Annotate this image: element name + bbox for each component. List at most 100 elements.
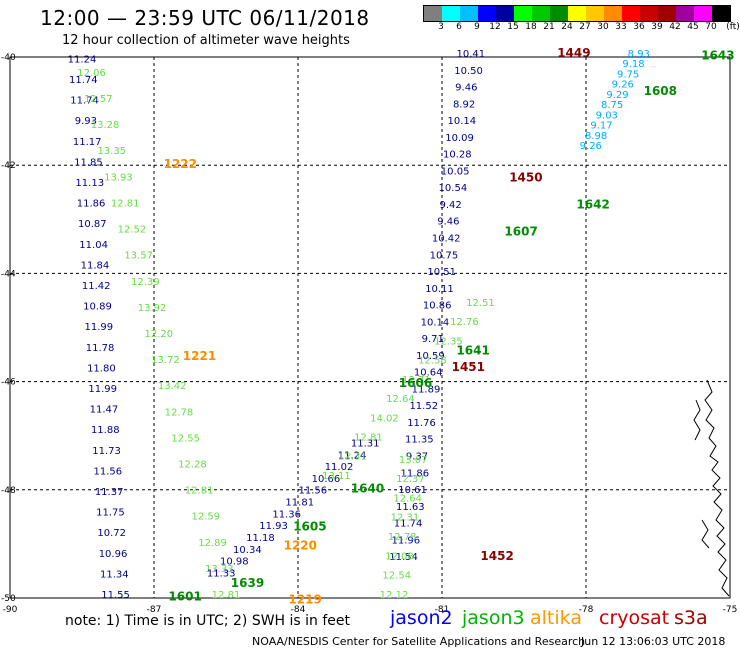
legend-s3a: s3a (674, 607, 708, 629)
wave-height-label: 14.02 (370, 413, 399, 424)
wave-height-label: 11.13 (75, 178, 104, 189)
wave-height-label: 11.24 (338, 450, 367, 461)
wave-height-label: 8.75 (601, 100, 623, 111)
pass-time-label: 1450 (509, 170, 542, 184)
colorbar-tick: 39 (651, 22, 663, 32)
lat-tick-label: -44 (1, 269, 16, 279)
wave-height-label: 11.34 (100, 569, 129, 580)
wave-height-label: 11.54 (389, 552, 418, 563)
wave-height-label: 11.99 (88, 384, 117, 395)
pass-time-labels: 1222 1221 1220 1219 1639 1605 1640 1606 1641 1607… (164, 46, 735, 606)
wave-height-label: 9.71 (422, 334, 444, 345)
wave-height-label: 12.89 (198, 538, 227, 549)
wave-height-label: 9.26 (612, 80, 634, 91)
wave-height-label: 11.78 (86, 343, 115, 354)
colorbar-tick: 36 (633, 22, 645, 32)
footer-timestamp: Jun 12 13:06:03 UTC 2018 (581, 635, 726, 648)
wave-height-label: 12.54 (382, 571, 411, 582)
pass-time-label: 1451 (452, 360, 485, 374)
wave-height-label: 10.28 (443, 150, 472, 161)
wave-height-label: 9.46 (455, 83, 477, 94)
wave-height-label: 12.39 (131, 277, 160, 288)
colorbar-cell (532, 6, 550, 21)
colorbar-cell (568, 6, 586, 21)
wave-height-label: 11.33 (207, 568, 236, 579)
wave-height-label: 12.59 (192, 512, 221, 523)
colorbar-cell (424, 6, 442, 21)
lon-tick-label: -87 (147, 605, 162, 615)
colorbar-tick: 18 (525, 22, 537, 32)
wave-height-label: 12.81 (111, 198, 140, 209)
wave-height-label: 8.93 (628, 49, 650, 60)
wave-height-label: 9.29 (606, 90, 628, 101)
page-subtitle: 12 hour collection of altimeter wave hei… (62, 33, 350, 48)
colorbar-tick: 33 (615, 22, 627, 32)
wave-height-label: 11.37 (95, 487, 124, 498)
wave-height-label: 10.14 (421, 317, 450, 328)
wave-height-label: 11.02 (325, 462, 354, 473)
wave-height-label: 12.52 (118, 225, 147, 236)
wave-height-label: 12.71 (402, 375, 431, 386)
wave-height-label: 12.08 (385, 551, 414, 562)
map-grid (10, 57, 730, 598)
colorbar-tick: 30 (597, 22, 609, 32)
wave-height-label: 12.06 (77, 68, 106, 79)
wave-height-label: 12.58 (418, 356, 447, 367)
legend-note: note: 1) Time is in UTC; 2) SWH is in fe… (65, 613, 351, 629)
wave-height-label: 12.31 (391, 513, 420, 524)
wave-height-label: 12.64 (386, 394, 415, 405)
wave-height-label: 11.76 (407, 418, 436, 429)
lat-tick-label: -48 (1, 486, 16, 496)
wave-height-label: 12.37 (396, 474, 425, 485)
colorbar-tick: 70 (705, 22, 717, 32)
colorbar-cell (514, 6, 532, 21)
colorbar-cell (442, 6, 460, 21)
axis-labels: -87 -84 -81 -78 -75 -90 -40 -42 -44 -46 -48 -50 (1, 53, 737, 615)
wave-height-label: 13.11 (322, 471, 351, 482)
pass-time-label: 1639 (231, 576, 264, 590)
wave-height-label: 11.86 (77, 199, 106, 210)
wave-height-label: 8.92 (453, 99, 475, 110)
wave-height-label: 10.09 (445, 133, 474, 144)
wave-height-label: 10.05 (441, 166, 470, 177)
wave-height-label: 10.66 (312, 474, 341, 485)
wave-height-label: 11.24 (68, 54, 97, 65)
wave-height-label: 11.93 (259, 521, 288, 532)
colorbar-tick: 6 (456, 22, 462, 32)
colorbar-cell (550, 6, 568, 21)
pass-time-label: 1607 (504, 225, 537, 239)
wave-height-label: 12.81 (185, 486, 214, 497)
colorbar-cell (676, 6, 694, 21)
colorbar-tick: 12 (489, 22, 501, 32)
wave-height-label: 13.33 (205, 564, 234, 575)
wave-height-label: 11.74 (70, 96, 99, 107)
wave-height-label: 9.42 (440, 200, 462, 211)
wave-height-label: 10.72 (97, 528, 126, 539)
altimeter-tracks: 11.2411.7411.749.9311.1711.8511.1311.861… (68, 49, 650, 601)
wave-height-label: 11.31 (351, 439, 380, 450)
pass-time-label: 1452 (480, 549, 513, 563)
wave-height-label: 12.81 (354, 433, 383, 444)
colorbar-tick: 24 (561, 22, 573, 32)
lat-tick-label: -42 (1, 161, 16, 171)
wave-height-label: 9.75 (617, 69, 639, 80)
wave-height-label: 11.17 (73, 137, 102, 148)
colorbar-tick: 42 (669, 22, 681, 32)
footer-credit: NOAA/NESDIS Center for Satellite Applica… (252, 635, 586, 648)
wave-height-label: 13.42 (158, 381, 187, 392)
wave-height-label: 13.57 (124, 251, 153, 262)
wave-height-label: 10.11 (425, 284, 454, 295)
colorbar-cell (694, 6, 712, 21)
colorbar-cell (712, 6, 730, 21)
wave-height-label: 10.75 (430, 250, 459, 261)
wave-height-label: 11.89 (412, 384, 441, 395)
wave-height-label: 12.28 (178, 459, 207, 470)
colorbar-cell (658, 6, 676, 21)
colorbar-cell (622, 6, 640, 21)
wave-height-label: 10.64 (414, 368, 443, 379)
wave-height-label: 11.81 (285, 498, 314, 509)
lon-tick-label: -78 (579, 605, 594, 615)
wave-height-label: 13.93 (104, 172, 133, 183)
wave-height-label: 11.47 (90, 405, 119, 416)
